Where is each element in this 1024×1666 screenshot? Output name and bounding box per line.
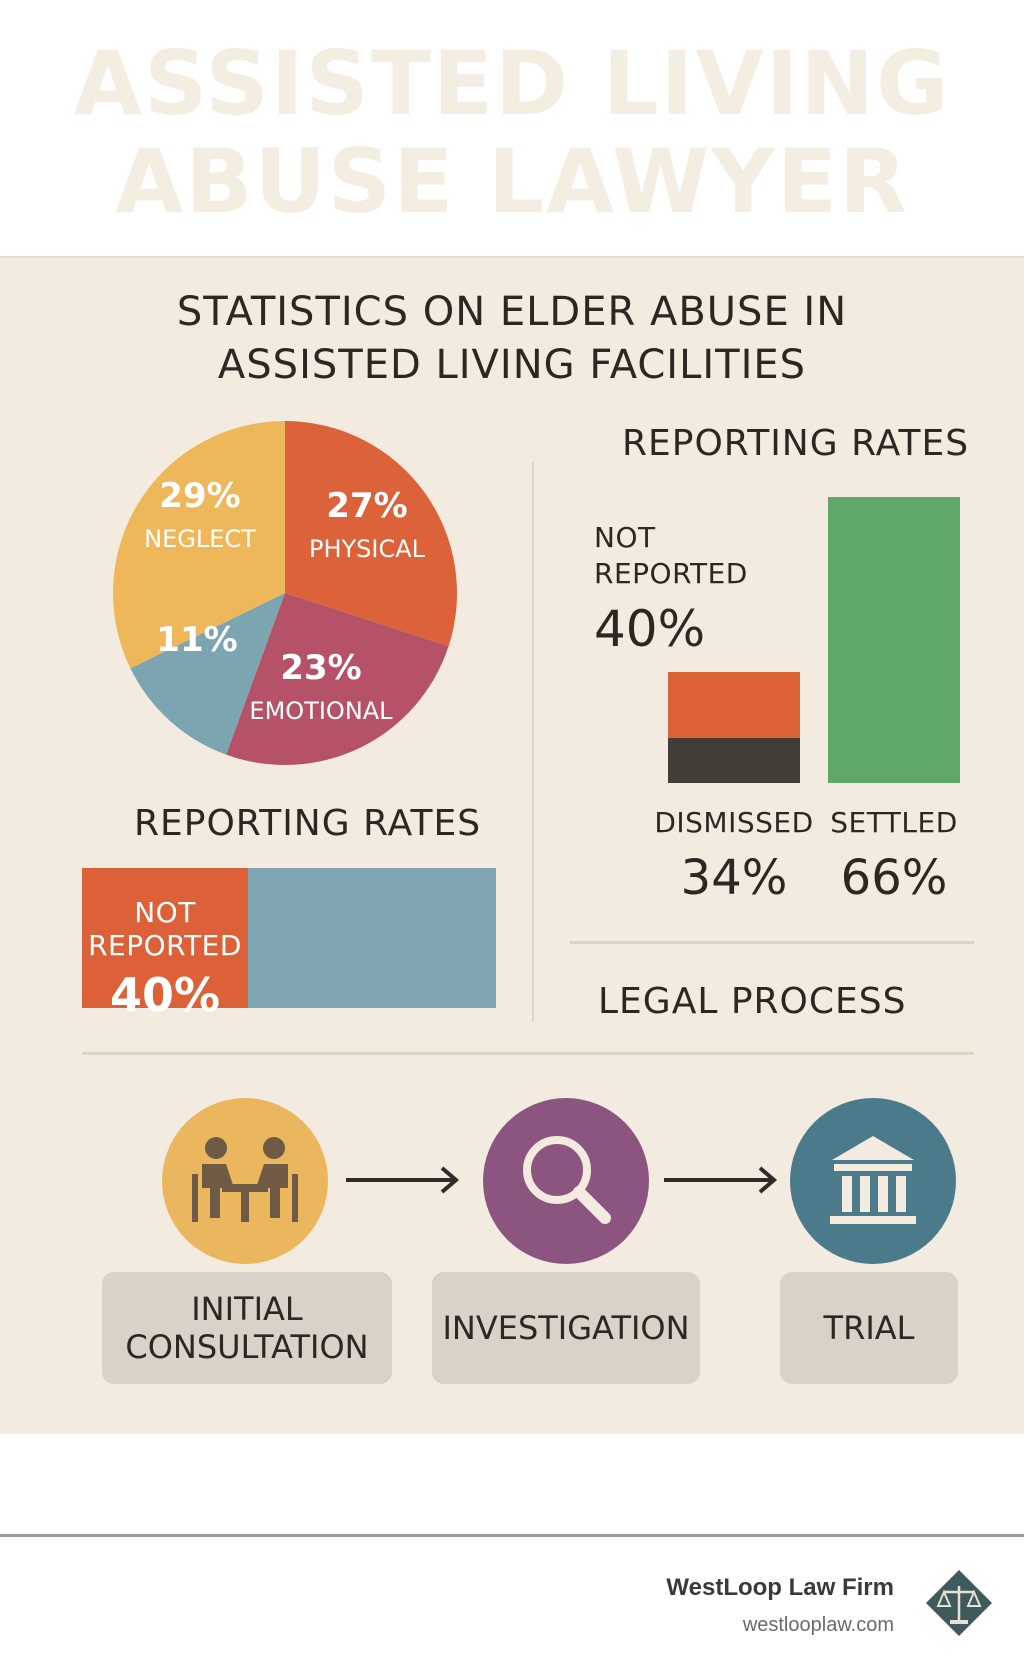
not-reported-value: 40% [109, 968, 221, 1022]
horizontal-divider-right [570, 941, 974, 944]
courthouse-icon [830, 1136, 916, 1224]
horizontal-divider-bottom [82, 1052, 974, 1055]
pie-value-label: 27% [326, 486, 407, 526]
legal-process-title: LEGAL PROCESS [598, 981, 907, 1022]
dismissed-bar [668, 672, 800, 783]
dismissed-bar-top [668, 672, 800, 738]
not-reported-label-line-2: REPORTED [594, 557, 748, 590]
reporting-rates-title-right: REPORTING RATES [622, 423, 970, 464]
settled-label: SETTLED [830, 806, 958, 839]
hero-banner: ASSISTED LIVING ABUSE LAWYER [0, 0, 1024, 256]
magnifier-icon [523, 1136, 611, 1224]
pie-slice-emotional [226, 593, 449, 765]
pie-category-label: NEGLECT [144, 525, 256, 553]
firm-logo-scales-icon [926, 1570, 992, 1636]
not-reported-segment: NOT REPORTED 40% [82, 868, 248, 1022]
infographic-title-line-2: ASSISTED LIVING FACILITIES [217, 342, 807, 388]
step-label: TRIAL [823, 1308, 915, 1347]
abuse-types-pie-chart: 27% PHYSICAL 23% EMOTIONAL 11% 29% NEGLECT [113, 421, 458, 765]
pie-category-label: EMOTIONAL [249, 697, 393, 725]
step-initial-consultation: INITIAL CONSULTATION [102, 1272, 392, 1384]
dismissed-label: DISMISSED [654, 806, 814, 839]
hero-title-line-2: ABUSE LAWYER [115, 130, 909, 233]
reporting-rates-title-left: REPORTING RATES [134, 803, 482, 844]
pie-value-label: 11% [156, 620, 237, 660]
arrow-right-icon [346, 1166, 460, 1194]
pie-slice-unlabeled [130, 593, 285, 755]
pie-slice-neglect [113, 421, 285, 669]
investigation-circle [483, 1098, 649, 1264]
pie-slice-physical [285, 421, 458, 647]
reported-segment [248, 868, 496, 1008]
people-at-table-icon [192, 1137, 298, 1222]
hero-title-line-1: ASSISTED LIVING [73, 32, 951, 135]
pie-value-label: 23% [280, 648, 361, 688]
not-reported-label: NOT REPORTED [88, 896, 242, 962]
step-label-line-1: INITIAL [191, 1289, 303, 1328]
pie-value-label: 29% [159, 476, 240, 516]
not-reported-label-line-1: NOT [594, 521, 656, 554]
firm-name: WestLoop Law Firm [666, 1574, 894, 1601]
infographic-title-line-1: STATISTICS ON ELDER ABUSE IN [176, 289, 848, 335]
step-trial: TRIAL [780, 1272, 958, 1384]
step-label-line-2: CONSULTATION [125, 1328, 369, 1366]
dismissed-bar-bottom [668, 738, 800, 783]
dismissed-value: 34% [680, 850, 788, 906]
reporting-rates-bar: NOT REPORTED 40% [82, 868, 496, 1022]
settled-bar [828, 497, 960, 783]
settled-value: 66% [840, 850, 948, 906]
footer-divider [0, 1534, 1024, 1537]
pie-category-label: PHYSICAL [309, 535, 426, 563]
trial-circle [790, 1098, 956, 1264]
vertical-divider [532, 462, 534, 1022]
step-investigation: INVESTIGATION [432, 1272, 700, 1384]
initial-consultation-circle [162, 1098, 328, 1264]
arrow-right-icon [664, 1166, 778, 1194]
not-reported-value-right: 40% [594, 600, 706, 658]
step-label: INVESTIGATION [442, 1308, 690, 1347]
firm-url[interactable]: westlooplaw.com [742, 1614, 894, 1636]
